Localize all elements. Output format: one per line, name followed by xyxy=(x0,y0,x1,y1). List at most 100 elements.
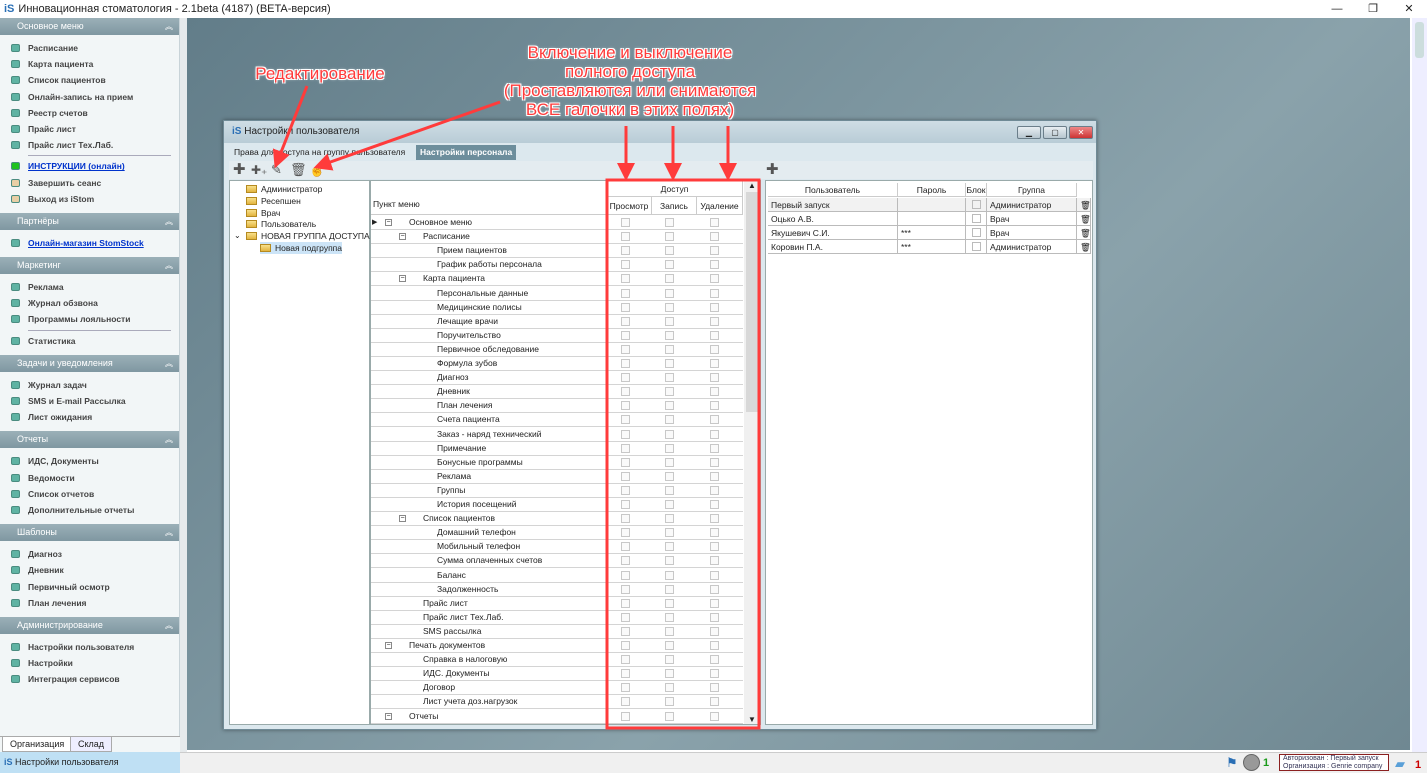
sidebar-item[interactable]: Онлайн-запись на прием xyxy=(0,89,179,105)
sidebar-item[interactable]: SMS и E-mail Рассылка xyxy=(0,393,179,409)
write-checkbox[interactable] xyxy=(665,556,674,566)
write-checkbox[interactable] xyxy=(665,542,674,552)
view-checkbox[interactable] xyxy=(621,500,630,509)
collapse-node-icon[interactable]: − xyxy=(399,515,406,523)
col-delete[interactable]: Удаление xyxy=(697,197,743,215)
delete-checkbox[interactable] xyxy=(710,415,719,425)
write-checkbox[interactable] xyxy=(665,443,674,453)
grid-scrollbar[interactable]: ▲ ▼ xyxy=(744,181,760,724)
view-checkbox[interactable] xyxy=(621,570,630,580)
delete-checkbox[interactable] xyxy=(710,697,719,707)
sidebar-item[interactable]: Интеграция сервисов xyxy=(0,671,179,687)
view-checkbox[interactable] xyxy=(621,330,630,340)
users-col-header[interactable]: Пароль xyxy=(898,183,966,197)
grid-row[interactable]: SMS рассылка xyxy=(371,625,743,639)
delete-checkbox[interactable] xyxy=(710,344,719,354)
grid-row[interactable]: Домашний телефон xyxy=(371,526,743,541)
view-checkbox[interactable] xyxy=(621,401,630,411)
delete-checkbox[interactable] xyxy=(710,683,719,693)
view-checkbox[interactable] xyxy=(621,415,630,425)
sidebar-item[interactable]: Реклама xyxy=(0,279,179,295)
delete-checkbox[interactable] xyxy=(710,387,719,397)
write-checkbox[interactable] xyxy=(665,528,674,538)
grid-row[interactable]: − Карта пациента xyxy=(371,272,743,287)
grid-row[interactable]: Прием пациентов xyxy=(371,244,743,259)
sidebar-item[interactable]: Первичный осмотр xyxy=(0,579,179,595)
delete-icon[interactable]: 🗑 xyxy=(290,162,307,177)
tab-group-rights[interactable]: Права для доступа на группу пользователя xyxy=(230,145,410,160)
write-checkbox[interactable] xyxy=(665,471,674,481)
grid-row[interactable]: Баланс xyxy=(371,569,743,583)
write-checkbox[interactable] xyxy=(665,626,674,636)
grid-row[interactable]: Мобильный телефон xyxy=(371,540,743,555)
sidebar-item[interactable]: Журнал задач xyxy=(0,377,179,393)
view-checkbox[interactable] xyxy=(621,274,630,284)
sidebar-item[interactable]: Расписание xyxy=(0,40,179,56)
delete-checkbox[interactable] xyxy=(710,612,719,622)
delete-checkbox[interactable] xyxy=(710,556,719,566)
dialog-close-button[interactable]: ✕ xyxy=(1069,126,1093,139)
grid-row[interactable]: Диагноз xyxy=(371,371,743,386)
write-checkbox[interactable] xyxy=(665,514,674,524)
delete-checkbox[interactable] xyxy=(710,274,719,284)
collapse-node-icon[interactable]: − xyxy=(385,219,392,226)
grid-row[interactable]: Прайс лист xyxy=(371,597,743,611)
write-checkbox[interactable] xyxy=(665,711,674,721)
view-checkbox[interactable] xyxy=(621,485,630,495)
grid-row[interactable]: − Печать документов xyxy=(371,639,743,654)
delete-checkbox[interactable] xyxy=(710,429,719,439)
grid-row[interactable]: Первичное обследование xyxy=(371,343,743,357)
delete-checkbox[interactable] xyxy=(710,359,719,368)
grid-row[interactable]: Медицинские полисы xyxy=(371,301,743,315)
view-checkbox[interactable] xyxy=(621,598,630,608)
write-checkbox[interactable] xyxy=(665,570,674,580)
group-node[interactable]: Новая подгруппа xyxy=(260,242,342,254)
view-checkbox[interactable] xyxy=(621,302,630,312)
collapse-icon[interactable]: ︽ xyxy=(165,435,173,445)
view-checkbox[interactable] xyxy=(621,443,630,453)
sidebar-section-header[interactable]: Маркетинг ︽ xyxy=(0,257,179,275)
delete-checkbox[interactable] xyxy=(710,330,719,340)
write-checkbox[interactable] xyxy=(665,316,674,326)
collapse-icon[interactable]: ︽ xyxy=(165,261,173,271)
collapse-icon[interactable]: ︽ xyxy=(165,358,173,368)
delete-user-icon[interactable]: 🗑 xyxy=(1077,198,1091,212)
collapse-node-icon[interactable]: − xyxy=(399,233,406,241)
write-checkbox[interactable] xyxy=(665,373,674,383)
sidebar-section-header[interactable]: Задачи и уведомления ︽ xyxy=(0,354,179,372)
sidebar-section-header[interactable]: Отчеты ︽ xyxy=(0,431,179,449)
grid-row[interactable]: − Список пациентов xyxy=(371,512,743,527)
col-view[interactable]: Просмотр xyxy=(607,197,652,215)
write-checkbox[interactable] xyxy=(665,330,674,340)
sidebar-item[interactable]: Выход из iStom xyxy=(0,191,179,207)
maximize-button[interactable]: ❐ xyxy=(1368,3,1378,15)
view-checkbox[interactable] xyxy=(621,373,630,383)
grid-row[interactable]: План лечения xyxy=(371,399,743,414)
delete-checkbox[interactable] xyxy=(710,528,719,538)
write-checkbox[interactable] xyxy=(665,218,674,227)
grid-row[interactable]: Поручительство xyxy=(371,329,743,343)
sidebar-item[interactable]: ИНСТРУКЦИИ (онлайн) xyxy=(0,158,179,174)
view-checkbox[interactable] xyxy=(621,260,630,270)
delete-checkbox[interactable] xyxy=(710,246,719,256)
grid-row[interactable]: Группы xyxy=(371,484,743,498)
tab-organization[interactable]: Организация xyxy=(2,737,73,752)
delete-checkbox[interactable] xyxy=(710,457,719,467)
sidebar-item[interactable]: Диагноз xyxy=(0,546,179,562)
write-checkbox[interactable] xyxy=(665,485,674,495)
write-checkbox[interactable] xyxy=(665,457,674,467)
sidebar-item[interactable]: Настройки пользователя xyxy=(0,639,179,655)
group-node[interactable]: ⌄ НОВАЯ ГРУППА ДОСТУПА xyxy=(234,230,370,242)
delete-checkbox[interactable] xyxy=(710,514,719,524)
sidebar-item[interactable]: Список пациентов xyxy=(0,72,179,88)
grid-row[interactable]: Формула зубов xyxy=(371,357,743,372)
tab-staff-settings[interactable]: Настройки персонала xyxy=(416,145,517,160)
delete-checkbox[interactable] xyxy=(710,316,719,326)
delete-checkbox[interactable] xyxy=(710,711,719,721)
sidebar-section-header[interactable]: Администрирование ︽ xyxy=(0,616,179,634)
sidebar-item[interactable]: План лечения xyxy=(0,595,179,611)
view-checkbox[interactable] xyxy=(621,669,630,679)
write-checkbox[interactable] xyxy=(665,683,674,693)
view-checkbox[interactable] xyxy=(621,344,630,354)
add-user-icon[interactable]: ✚ xyxy=(766,161,779,178)
